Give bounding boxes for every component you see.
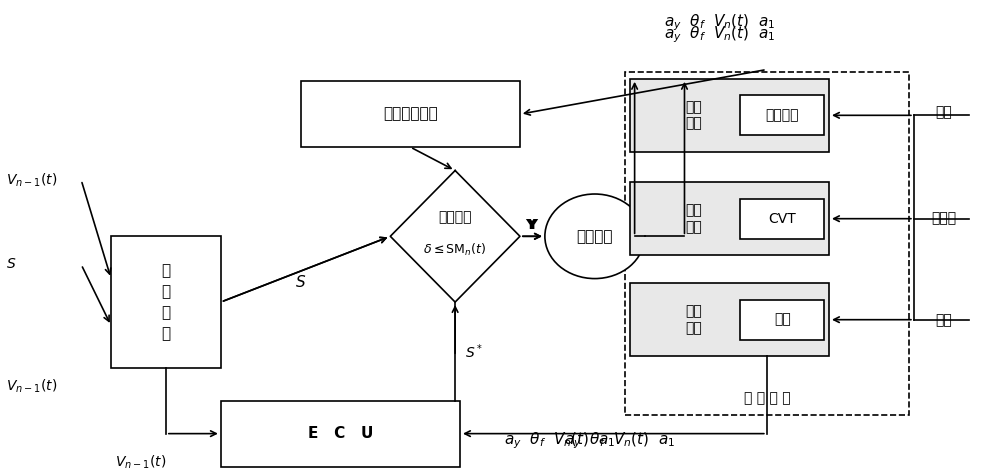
Bar bbox=[630, 182, 829, 255]
Text: 换挡
单元: 换挡 单元 bbox=[685, 203, 702, 234]
Text: 信号集成模块: 信号集成模块 bbox=[383, 107, 438, 122]
Bar bbox=[740, 199, 824, 239]
Bar bbox=[221, 401, 460, 466]
Text: $a_y$  $\theta_f$  $V_n(t)$  $a_1$: $a_y$ $\theta_f$ $V_n(t)$ $a_1$ bbox=[664, 24, 775, 45]
Text: $S$: $S$ bbox=[6, 257, 17, 272]
Bar bbox=[625, 72, 909, 415]
Text: 转向
单元: 转向 单元 bbox=[685, 100, 702, 130]
Text: Y: Y bbox=[527, 218, 537, 232]
Text: 助力电机: 助力电机 bbox=[765, 109, 799, 122]
Text: 轮缸: 轮缸 bbox=[774, 313, 791, 327]
Text: $V_{n-1}(t)$: $V_{n-1}(t)$ bbox=[6, 378, 58, 395]
Text: $a_y$  $\theta_f$  $V_n(t)$  $a_1$: $a_y$ $\theta_f$ $V_n(t)$ $a_1$ bbox=[504, 430, 615, 451]
Text: $S$: $S$ bbox=[295, 274, 306, 291]
Text: E   C   U: E C U bbox=[308, 426, 373, 441]
Bar bbox=[630, 283, 829, 356]
Text: $a_y$  $\theta_f$  $V_n(t)$  $a_1$: $a_y$ $\theta_f$ $V_n(t)$ $a_1$ bbox=[564, 430, 675, 451]
Bar bbox=[301, 81, 520, 147]
Text: 压力: 压力 bbox=[935, 313, 952, 327]
Text: $a_y$  $\theta_f$  $V_n(t)$  $a_1$: $a_y$ $\theta_f$ $V_n(t)$ $a_1$ bbox=[664, 12, 775, 33]
Bar bbox=[111, 237, 221, 368]
Bar bbox=[740, 95, 824, 136]
Text: 制动
单元: 制动 单元 bbox=[685, 305, 702, 335]
Text: 权衡单元: 权衡单元 bbox=[576, 229, 613, 244]
Text: 传动比: 传动比 bbox=[931, 211, 956, 226]
Bar bbox=[630, 79, 829, 152]
Text: $S^*$: $S^*$ bbox=[465, 342, 483, 361]
Text: Y: Y bbox=[525, 218, 535, 232]
Polygon shape bbox=[390, 171, 520, 302]
Bar bbox=[740, 300, 824, 340]
Text: 汽 车 模 型: 汽 车 模 型 bbox=[744, 392, 791, 405]
Text: $\delta\leq$SM$_n(t)$: $\delta\leq$SM$_n(t)$ bbox=[423, 242, 487, 258]
Ellipse shape bbox=[545, 194, 645, 279]
Text: 前
视
雷
达: 前 视 雷 达 bbox=[161, 263, 170, 341]
Text: $V_{n-1}(t)$: $V_{n-1}(t)$ bbox=[6, 171, 58, 189]
Text: 判断模块: 判断模块 bbox=[438, 210, 472, 225]
Text: $V_{n-1}(t)$: $V_{n-1}(t)$ bbox=[115, 453, 167, 471]
Text: CVT: CVT bbox=[768, 212, 796, 226]
Text: 电流: 电流 bbox=[935, 105, 952, 119]
